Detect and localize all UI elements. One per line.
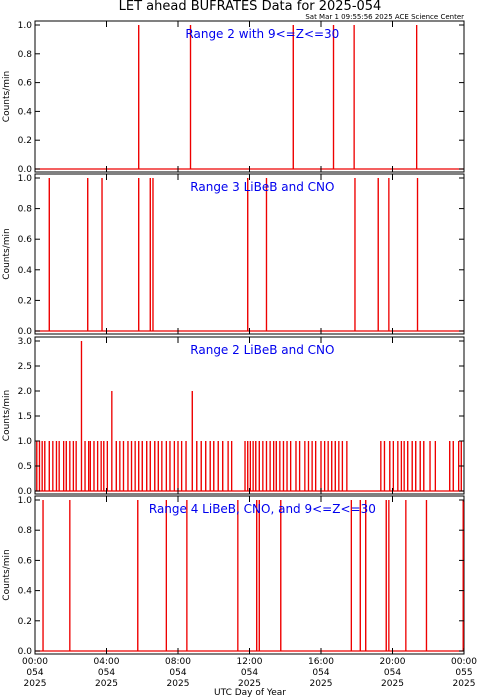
panel-title: Range 3 LiBeB and CNO bbox=[190, 180, 334, 194]
panel-title: Range 2 with 9<=Z<=30 bbox=[185, 27, 339, 41]
y-tick-label: 0.0 bbox=[18, 165, 33, 175]
y-axis-label: Counts/min bbox=[2, 549, 12, 600]
panel-4: 0.0 0.2 0.4 0.6 0.8 1.0 Range 4 LiBeB, CNO, an… bbox=[2, 495, 465, 657]
y-tick-label: 0.4 bbox=[18, 107, 33, 117]
panel-2: 0.0 0.2 0.4 0.6 0.8 1.0 Range 3 LiBeB and CNO C… bbox=[2, 173, 465, 337]
x-tick-label: 12:00 bbox=[237, 657, 263, 667]
series-line bbox=[35, 178, 464, 332]
y-tick-label: 0.4 bbox=[18, 266, 33, 276]
y-tick-label: 0.2 bbox=[18, 296, 32, 306]
y-tick-label: 2.5 bbox=[18, 362, 32, 372]
panel-frame bbox=[34, 336, 465, 495]
series-line bbox=[35, 25, 464, 170]
x-tick-label: 054 bbox=[312, 668, 329, 678]
x-tick-label: 00:00 bbox=[451, 657, 477, 667]
x-tick-label: 2025 bbox=[453, 679, 476, 689]
x-tick-label: 2025 bbox=[24, 679, 47, 689]
panel-title: Range 2 LiBeB and CNO bbox=[190, 343, 334, 357]
y-tick-label: 0.8 bbox=[18, 526, 33, 536]
y-tick-label: 0.6 bbox=[18, 556, 33, 566]
x-tick-label: 20:00 bbox=[380, 657, 406, 667]
y-tick-label: 3.0 bbox=[18, 337, 33, 347]
panels-group: 0.0 0.2 0.4 0.6 0.8 1.0 Range 2 with 9<=Z<=30 C… bbox=[2, 20, 477, 689]
x-tick-label: 2025 bbox=[167, 679, 190, 689]
x-tick-label: 055 bbox=[455, 668, 472, 678]
y-tick-label: 0.6 bbox=[18, 79, 33, 89]
y-axis-label: Counts/min bbox=[2, 71, 12, 122]
panel-title: Range 4 LiBeB, CNO, and 9<=Z<=30 bbox=[149, 502, 376, 516]
x-tick-label: 054 bbox=[384, 668, 401, 678]
x-tick-label: 16:00 bbox=[308, 657, 334, 667]
y-tick-label: 2.0 bbox=[18, 387, 33, 397]
y-axis-label: Counts/min bbox=[2, 228, 12, 279]
x-tick-label: 2025 bbox=[238, 679, 261, 689]
x-tick-label: 054 bbox=[26, 668, 43, 678]
y-tick-label: 0.6 bbox=[18, 235, 33, 245]
y-tick-label: 0.5 bbox=[18, 462, 32, 472]
y-tick-label: 1.0 bbox=[18, 21, 33, 31]
x-tick-label: 054 bbox=[169, 668, 186, 678]
x-axis-label: UTC Day of Year bbox=[214, 688, 286, 698]
x-tick-label: 04:00 bbox=[94, 657, 120, 667]
chart-title: LET ahead BUFRATES Data for 2025-054 bbox=[119, 0, 382, 14]
y-tick-label: 0.8 bbox=[18, 205, 33, 215]
panel-frame bbox=[34, 173, 465, 335]
panel-3: 0.0 0.5 1.0 1.5 2.0 2.5 3.0 Range 2 LiBeB and C… bbox=[2, 336, 465, 497]
y-tick-label: 0.0 bbox=[18, 327, 33, 337]
panel-frame bbox=[34, 495, 465, 655]
x-tick-label: 2025 bbox=[95, 679, 118, 689]
x-tick-label: 054 bbox=[98, 668, 115, 678]
series-line bbox=[35, 500, 464, 652]
y-tick-label: 0.2 bbox=[18, 617, 32, 627]
y-tick-label: 0.2 bbox=[18, 136, 32, 146]
y-tick-label: 0.0 bbox=[18, 647, 33, 657]
y-tick-label: 1.0 bbox=[18, 174, 33, 184]
x-tick-label: 2025 bbox=[381, 679, 404, 689]
x-tick-label: 08:00 bbox=[165, 657, 191, 667]
y-tick-label: 1.5 bbox=[18, 412, 32, 422]
y-axis-label: Counts/min bbox=[2, 390, 12, 441]
y-tick-label: 0.8 bbox=[18, 50, 33, 60]
x-tick-label: 054 bbox=[241, 668, 258, 678]
y-tick-label: 0.4 bbox=[18, 587, 33, 597]
panel-1: 0.0 0.2 0.4 0.6 0.8 1.0 Range 2 with 9<=Z<=30 C… bbox=[2, 20, 465, 175]
series-line bbox=[35, 341, 464, 492]
y-tick-label: 1.0 bbox=[18, 437, 33, 447]
x-tick-label: 00:00 bbox=[22, 657, 48, 667]
panel-frame bbox=[34, 20, 465, 173]
x-tick-label: 2025 bbox=[310, 679, 333, 689]
y-tick-label: 0.0 bbox=[18, 487, 33, 497]
generation-timestamp: Sat Mar 1 09:55:56 2025 ACE Science Cent… bbox=[305, 13, 464, 21]
y-tick-label: 1.0 bbox=[18, 496, 33, 506]
